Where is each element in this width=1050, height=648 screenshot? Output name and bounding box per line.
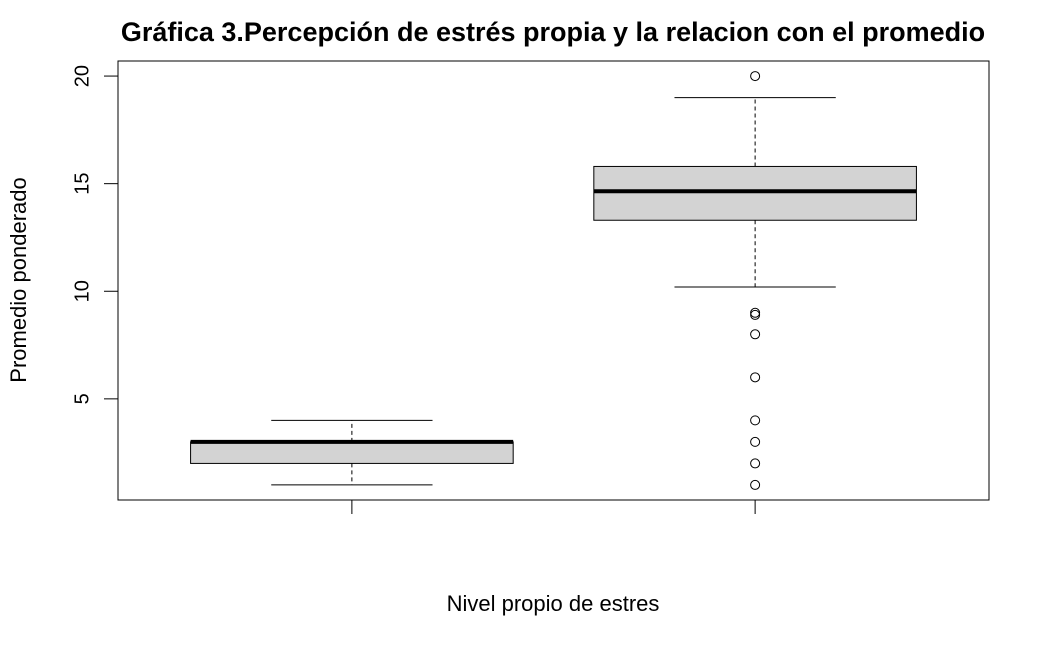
y-tick-label: 15 [71, 173, 93, 195]
outlier-point [750, 307, 761, 318]
y-tick-label: 5 [71, 393, 93, 404]
box-1 [190, 419, 514, 486]
outlier-point [750, 71, 761, 82]
outlier-point [750, 329, 761, 340]
outlier-point [750, 372, 761, 383]
y-axis: 5 10 15 20 [71, 65, 119, 404]
plot-frame [117, 60, 990, 501]
box-iqr [190, 441, 514, 464]
x-axis-label: Nivel propio de estres [447, 591, 660, 616]
outlier-point [750, 309, 761, 320]
box-iqr [593, 165, 917, 221]
outlier-point [750, 436, 761, 447]
box-2 [593, 71, 917, 490]
y-tick-label: 10 [71, 280, 93, 302]
outlier-point [750, 479, 761, 490]
x-axis [351, 499, 756, 514]
boxes-group [190, 71, 917, 490]
y-tick-label: 20 [71, 65, 93, 87]
y-axis-label: Promedio ponderado [6, 177, 31, 382]
chart-title: Gráfica 3.Percepción de estrés propia y … [121, 17, 985, 47]
outlier-point [750, 458, 761, 469]
outlier-point [750, 415, 761, 426]
